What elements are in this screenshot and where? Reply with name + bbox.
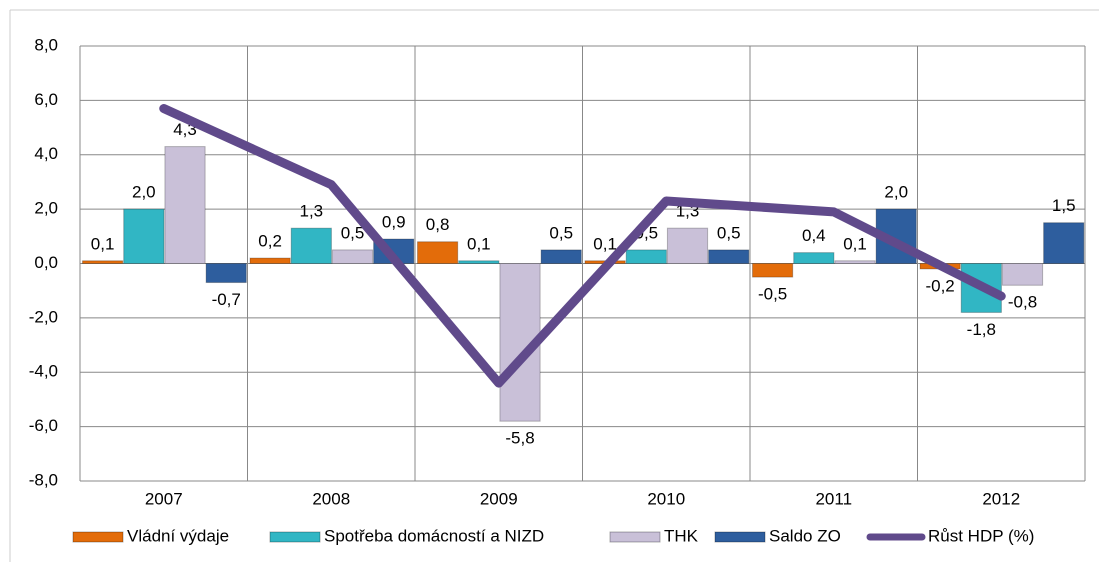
bar — [458, 260, 500, 264]
bar — [752, 263, 794, 278]
legend-label: Spotřeba domácností a NIZD — [324, 526, 544, 545]
data-label: -0,5 — [758, 285, 787, 304]
bar — [164, 146, 206, 264]
bar — [82, 260, 124, 264]
data-label: 1,3 — [299, 202, 323, 221]
bar — [1001, 263, 1044, 286]
legend-label: Vládní výdaje — [127, 526, 229, 545]
x-tick-label: 2011 — [815, 489, 852, 508]
y-tick-label: -6,0 — [29, 416, 58, 435]
y-tick-label: 0,0 — [34, 253, 58, 272]
data-label: 1,5 — [1052, 196, 1076, 215]
data-label: -5,8 — [505, 429, 534, 448]
legend-marker — [269, 531, 321, 543]
y-tick-label: 4,0 — [34, 144, 58, 163]
legend-label: Saldo ZO — [769, 526, 841, 545]
data-label: -0,7 — [212, 290, 241, 309]
bar — [834, 260, 876, 264]
data-label: 0,1 — [91, 234, 115, 253]
legend-label: THK — [664, 526, 699, 545]
bar — [793, 252, 835, 264]
x-tick-label: 2009 — [480, 489, 518, 508]
y-tick-label: 6,0 — [34, 90, 58, 109]
bar — [331, 249, 374, 264]
data-label: 0,5 — [341, 223, 365, 242]
x-tick-label: 2008 — [312, 489, 350, 508]
data-label: -1,8 — [967, 320, 996, 339]
x-tick-label: 2012 — [982, 489, 1020, 508]
data-label: 2,0 — [884, 183, 908, 202]
y-tick-label: -4,0 — [29, 362, 58, 381]
bar — [540, 249, 582, 264]
bar — [249, 257, 291, 264]
data-label: 0,1 — [593, 234, 617, 253]
y-tick-label: 8,0 — [34, 35, 58, 54]
data-label: 0,2 — [258, 232, 282, 251]
bar — [666, 227, 709, 264]
y-tick-label: -8,0 — [29, 470, 58, 489]
data-label: 0,1 — [843, 234, 867, 253]
data-label: -0,8 — [1008, 293, 1037, 312]
bar — [625, 249, 667, 264]
data-label: 0,8 — [426, 215, 450, 234]
legend-label: Růst HDP (%) — [928, 526, 1034, 545]
data-label: 0,1 — [467, 234, 491, 253]
data-label: 0,5 — [717, 223, 741, 242]
data-label: 0,4 — [802, 226, 826, 245]
legend-marker — [72, 531, 124, 543]
x-tick-label: 2007 — [145, 489, 183, 508]
data-label: 0,9 — [382, 213, 406, 232]
data-label: 0,5 — [549, 223, 573, 242]
data-label: -0,2 — [925, 276, 954, 295]
bar — [1043, 222, 1085, 264]
x-tick-label: 2010 — [647, 489, 685, 508]
data-label: 2,0 — [132, 183, 156, 202]
legend-marker — [714, 531, 766, 543]
y-tick-label: 2,0 — [34, 199, 58, 218]
bar — [123, 208, 165, 264]
bar — [708, 249, 750, 264]
bar — [417, 241, 459, 264]
legend-marker — [609, 531, 661, 543]
y-tick-label: -2,0 — [29, 307, 58, 326]
line — [159, 104, 1006, 388]
bar — [290, 227, 332, 264]
bar — [205, 263, 247, 284]
